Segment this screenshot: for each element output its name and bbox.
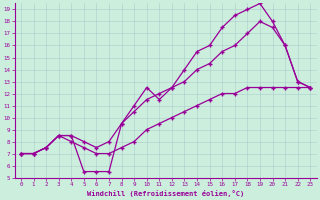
X-axis label: Windchill (Refroidissement éolien,°C): Windchill (Refroidissement éolien,°C) bbox=[87, 190, 244, 197]
